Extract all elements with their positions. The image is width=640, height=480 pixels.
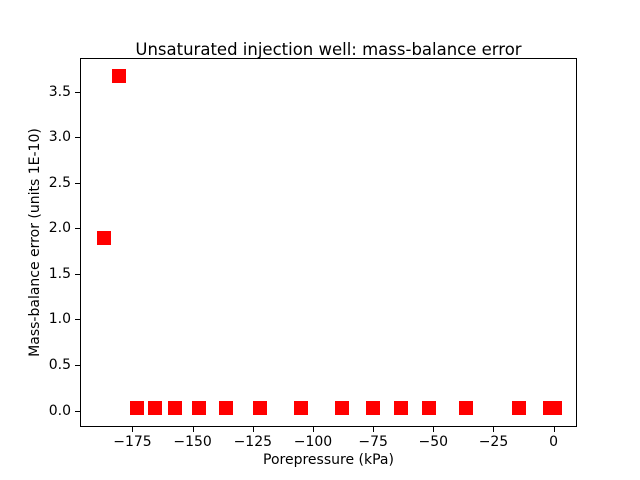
y-tick-label: 1.5 [48,265,71,282]
x-tick-label: −150 [173,434,212,450]
y-tick-mark [75,319,80,321]
x-tick-label: −125 [233,434,273,450]
y-tick-label: 2.5 [48,174,71,191]
data-point [458,400,473,415]
x-tick-label: −25 [478,434,509,450]
x-tick-mark [192,427,194,432]
y-tick-label: 1.0 [48,311,71,328]
x-tick-mark [433,427,435,432]
data-point [511,400,526,415]
y-tick-mark [75,365,80,367]
x-tick-label: −75 [358,434,388,450]
data-point [148,400,163,415]
x-tick-mark [252,427,254,432]
data-point [167,400,182,415]
y-tick-mark [75,91,80,93]
data-point [421,400,436,415]
data-point [547,400,562,415]
data-point [253,400,268,415]
y-tick-mark [75,228,80,230]
data-point [366,400,381,415]
plot-area [80,58,577,427]
y-tick-mark [75,182,80,184]
data-point [393,400,408,415]
x-tick-mark [493,427,495,432]
x-tick-mark [312,427,314,432]
y-tick-label: 0.0 [48,402,71,419]
x-tick-label: −50 [418,434,449,450]
x-tick-label: 0 [549,434,559,450]
data-point [112,69,127,84]
data-point [191,400,206,415]
y-tick-label: 3.5 [48,83,71,100]
data-point [130,400,145,415]
x-tick-label: −100 [293,434,333,450]
y-tick-mark [75,137,80,139]
y-tick-label: 3.0 [48,129,71,146]
data-point [293,400,308,415]
data-point [219,400,234,415]
data-point [334,400,349,415]
y-tick-label: 0.5 [48,357,71,374]
y-tick-label: 2.0 [48,220,71,237]
x-tick-label: −175 [113,434,152,450]
x-tick-mark [373,427,375,432]
y-tick-mark [75,273,80,275]
x-axis-label: Porepressure (kPa) [263,452,394,468]
x-tick-mark [132,427,134,432]
data-point [96,231,111,246]
chart-title: Unsaturated injection well: mass-balance… [135,40,522,59]
x-tick-mark [553,427,555,432]
y-tick-mark [75,410,80,412]
